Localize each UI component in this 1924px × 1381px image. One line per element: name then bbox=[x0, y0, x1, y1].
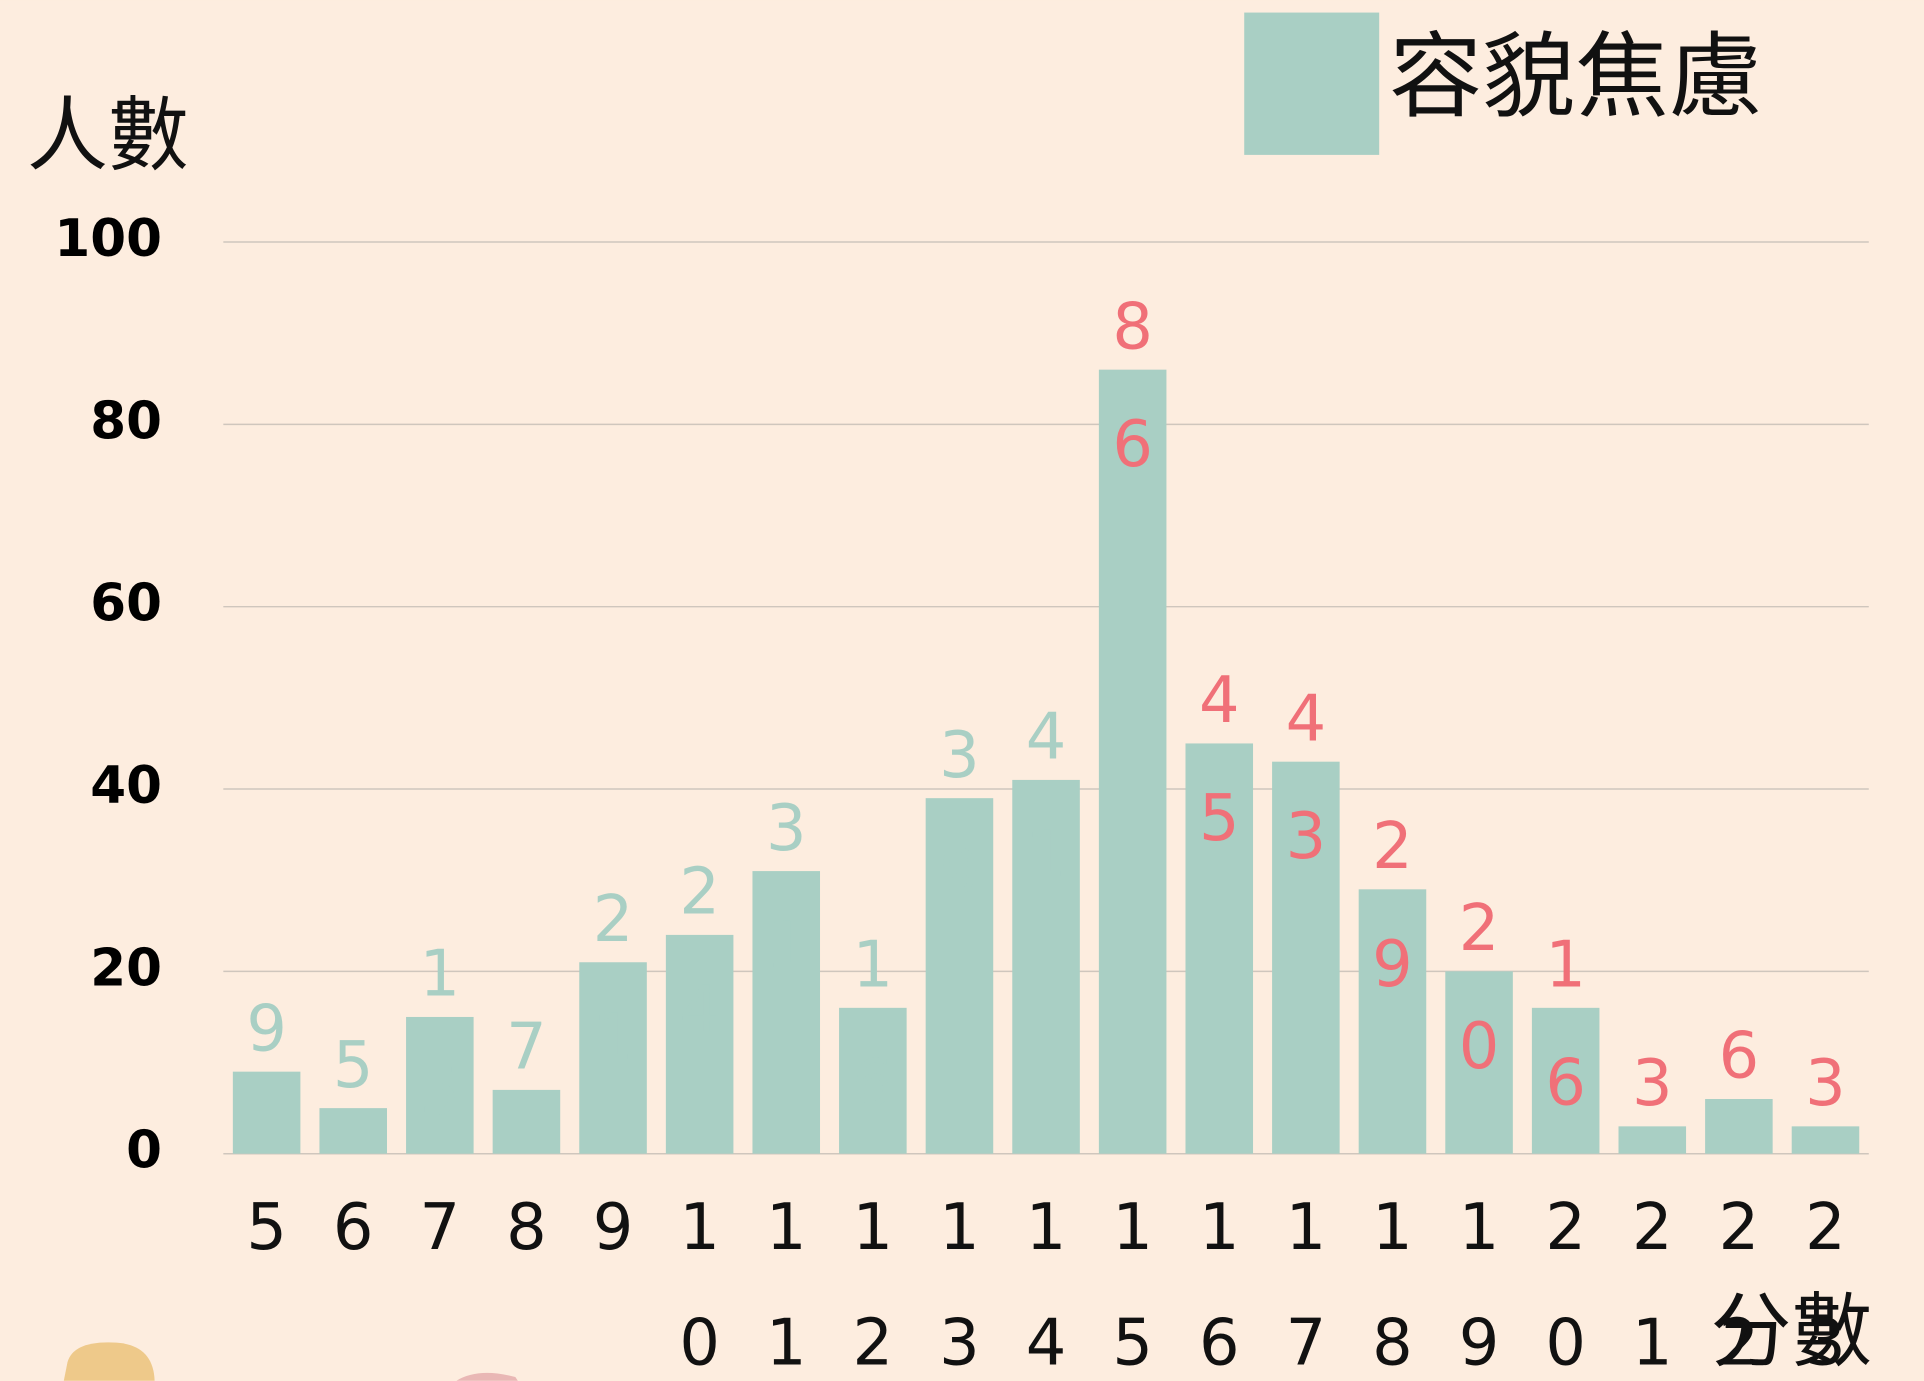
x-tick-label: 9 bbox=[593, 1191, 634, 1265]
bar bbox=[319, 1108, 387, 1154]
legend-swatch bbox=[1244, 13, 1379, 155]
y-tick-label: 60 bbox=[90, 574, 162, 634]
value-label: 5 bbox=[333, 1028, 374, 1102]
y-tick-label: 0 bbox=[126, 1121, 162, 1181]
x-tick-label: 5 bbox=[246, 1191, 287, 1265]
y-axis-label: 人數 bbox=[27, 89, 189, 183]
value-label: 6 bbox=[1719, 1019, 1760, 1093]
value-label: 3 bbox=[1805, 1047, 1846, 1121]
y-tick-label: 40 bbox=[90, 756, 162, 816]
value-label: 9 bbox=[246, 992, 287, 1066]
y-tick-label: 100 bbox=[54, 209, 162, 269]
x-tick-label: 6 bbox=[333, 1191, 374, 1265]
bar bbox=[233, 1072, 301, 1154]
bar bbox=[1099, 370, 1167, 1154]
value-label: 3 bbox=[1632, 1047, 1673, 1121]
legend-label: 容貌焦慮 bbox=[1389, 22, 1762, 131]
x-tick-label: 8 bbox=[506, 1191, 547, 1265]
x-tick-label: 7 bbox=[420, 1191, 461, 1265]
bar bbox=[1792, 1126, 1860, 1153]
bar bbox=[1618, 1126, 1686, 1153]
background bbox=[0, 0, 1924, 1380]
bar bbox=[493, 1090, 561, 1154]
y-tick-label: 20 bbox=[90, 938, 162, 998]
page: 容貌焦慮 人數 分數 02040608010059657158792110241… bbox=[0, 0, 1924, 1381]
y-tick-label: 80 bbox=[90, 391, 162, 451]
value-label: 7 bbox=[506, 1010, 547, 1084]
chart: 容貌焦慮 人數 分數 02040608010059657158792110241… bbox=[0, 0, 1924, 1381]
bar bbox=[1705, 1099, 1773, 1154]
